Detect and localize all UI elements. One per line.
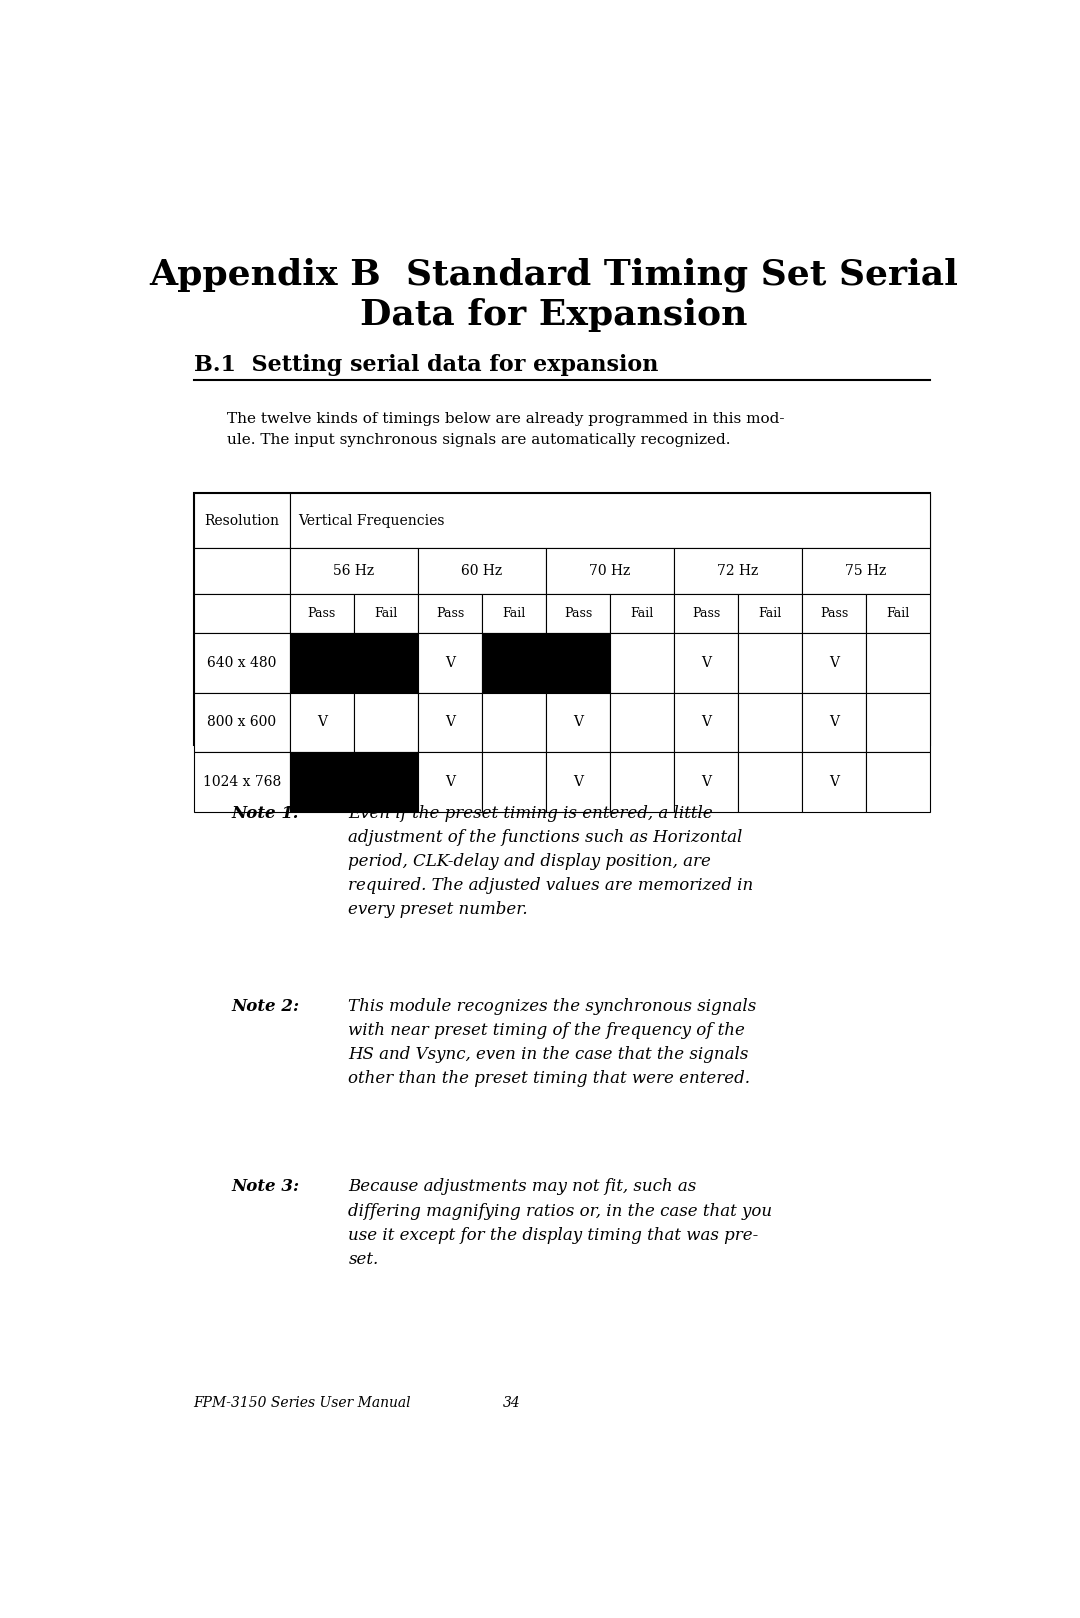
Text: Fail: Fail [631, 607, 653, 620]
Bar [546, 752, 610, 812]
Bar [866, 752, 930, 812]
Text: Resolution: Resolution [204, 513, 280, 527]
Bar [193, 549, 289, 594]
Text: B.1  Setting serial data for expansion: B.1 Setting serial data for expansion [193, 354, 658, 375]
Bar [866, 633, 930, 693]
Bar [193, 693, 289, 752]
Text: V: V [829, 715, 839, 730]
Text: FPM-3150 Series User Manual: FPM-3150 Series User Manual [193, 1396, 411, 1409]
Text: 75 Hz: 75 Hz [846, 565, 887, 578]
Bar [674, 693, 738, 752]
Bar [610, 594, 674, 633]
Text: The twelve kinds of timings below are already programmed in this mod-
ule. The i: The twelve kinds of timings below are al… [227, 413, 784, 447]
Bar [738, 633, 802, 693]
Text: Note 3:: Note 3: [231, 1178, 299, 1196]
Text: Fail: Fail [758, 607, 782, 620]
Bar [482, 752, 546, 812]
Bar [674, 633, 738, 693]
Text: V: V [701, 715, 711, 730]
Bar [289, 693, 354, 752]
Bar [546, 633, 610, 693]
Bar [289, 633, 354, 693]
Bar [354, 693, 418, 752]
Bar [193, 633, 289, 693]
Text: Pass: Pass [820, 607, 848, 620]
Bar [546, 693, 610, 752]
Bar [418, 594, 482, 633]
Bar [866, 594, 930, 633]
Bar [674, 549, 802, 594]
Text: Because adjustments may not fit, such as
differing magnifying ratios or, in the : Because adjustments may not fit, such as… [349, 1178, 772, 1269]
Text: Appendix B  Standard Timing Set Serial: Appendix B Standard Timing Set Serial [149, 257, 958, 293]
Bar [738, 752, 802, 812]
Bar [289, 594, 354, 633]
Bar [802, 594, 866, 633]
Text: Note 1:: Note 1: [231, 804, 299, 822]
Bar [289, 493, 930, 549]
Text: 640 x 480: 640 x 480 [207, 655, 276, 670]
Text: V: V [829, 655, 839, 670]
Text: 1024 x 768: 1024 x 768 [203, 775, 281, 790]
Text: 56 Hz: 56 Hz [334, 565, 375, 578]
Text: Fail: Fail [887, 607, 909, 620]
Text: V: V [573, 715, 583, 730]
Text: V: V [573, 775, 583, 790]
Bar [418, 549, 546, 594]
Bar [610, 693, 674, 752]
Text: Vertical Frequencies: Vertical Frequencies [298, 513, 445, 527]
Bar [802, 693, 866, 752]
Bar [802, 549, 930, 594]
Text: Even if the preset timing is entered, a little
adjustment of the functions such : Even if the preset timing is entered, a … [349, 804, 754, 919]
Text: Note 2:: Note 2: [231, 998, 299, 1014]
Text: Data for Expansion: Data for Expansion [360, 298, 747, 332]
Text: 60 Hz: 60 Hz [461, 565, 502, 578]
Bar [354, 594, 418, 633]
Text: 70 Hz: 70 Hz [590, 565, 631, 578]
Bar [482, 594, 546, 633]
Text: V: V [701, 655, 711, 670]
Bar [289, 549, 418, 594]
Bar [193, 752, 289, 812]
Bar [193, 594, 289, 633]
Bar [418, 752, 482, 812]
Bar [418, 693, 482, 752]
Text: This module recognizes the synchronous signals
with near preset timing of the fr: This module recognizes the synchronous s… [349, 998, 757, 1087]
Bar [738, 594, 802, 633]
Bar [289, 752, 354, 812]
Text: Pass: Pass [564, 607, 592, 620]
Bar [354, 752, 418, 812]
Bar [674, 752, 738, 812]
Bar [802, 752, 866, 812]
Text: 72 Hz: 72 Hz [717, 565, 758, 578]
Text: Pass: Pass [436, 607, 464, 620]
Bar [674, 594, 738, 633]
Text: Fail: Fail [502, 607, 526, 620]
Bar [802, 633, 866, 693]
Text: 800 x 600: 800 x 600 [207, 715, 276, 730]
Bar [546, 594, 610, 633]
Text: V: V [445, 775, 455, 790]
Text: V: V [445, 715, 455, 730]
Bar [738, 693, 802, 752]
Bar [418, 633, 482, 693]
Text: V: V [445, 655, 455, 670]
Bar [866, 693, 930, 752]
Bar [354, 633, 418, 693]
Text: 34: 34 [503, 1396, 521, 1409]
Bar [482, 633, 546, 693]
Text: Pass: Pass [692, 607, 720, 620]
Bar [546, 549, 674, 594]
Text: Pass: Pass [308, 607, 336, 620]
Bar [193, 493, 289, 549]
Bar [193, 493, 930, 744]
Bar [610, 752, 674, 812]
Bar [482, 693, 546, 752]
Text: Fail: Fail [375, 607, 397, 620]
Bar [610, 633, 674, 693]
Text: V: V [316, 715, 327, 730]
Text: V: V [701, 775, 711, 790]
Text: V: V [829, 775, 839, 790]
